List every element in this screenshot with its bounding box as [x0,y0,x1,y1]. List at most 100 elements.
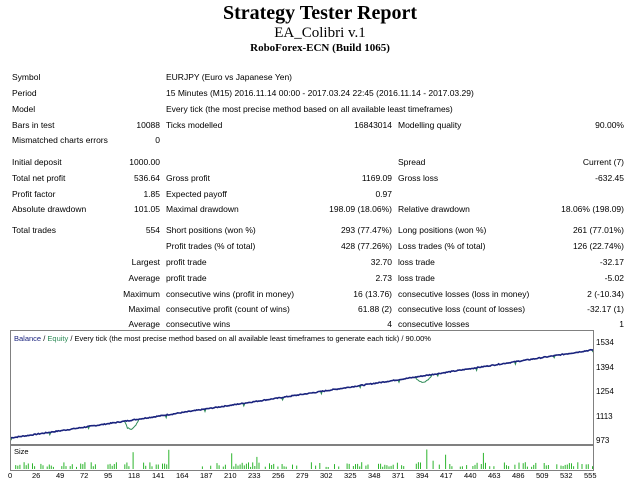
size-bar [296,465,298,469]
size-bar [82,464,84,469]
y-tick-1394: 1394 [596,363,614,372]
size-bar [216,463,218,469]
long-positions-label: Long positions (won %) [398,225,487,235]
total-trades-value: 554 [145,225,160,235]
size-bar [493,466,495,469]
maximum-label: Maximum [123,289,160,299]
avg-cons-losses-value: 1 [619,319,624,329]
mismatch-value: 0 [155,135,160,145]
period-value: 15 Minutes (M15) 2016.11.14 00:00 - 2017… [166,88,474,98]
size-bar [76,466,77,469]
gross-profit-value: 1169.09 [361,173,392,183]
spread-value: Current (7) [582,157,624,167]
size-bar [482,452,484,469]
size-bar [151,466,153,469]
profit-trades-label: Profit trades (% of total) [166,241,256,251]
size-bar [319,463,321,469]
x-tick: 325 [344,471,357,480]
avg-cons-wins-value: 4 [387,319,392,329]
size-bar [149,462,151,469]
size-bar [281,464,283,469]
ticks-label: Ticks modelled [166,120,223,130]
average-profit-label: profit trade [166,273,207,283]
short-positions-value: 293 (77.47%) [340,225,392,235]
size-bar [426,449,428,469]
size-bar [237,465,239,469]
size-bar [126,462,128,469]
size-bar [547,465,549,469]
initial-deposit-value: 1000.00 [129,157,160,167]
quality-value: 90.00% [595,120,624,130]
x-tick: 302 [320,471,333,480]
size-bar [417,462,419,469]
size-bar [258,462,260,469]
size-bar [241,462,243,469]
size-bar [243,465,245,469]
size-bar [245,463,247,469]
y-tick-973: 973 [596,436,610,445]
size-bar [292,464,293,469]
profit-factor-value: 1.85 [143,189,160,199]
size-bar [69,466,71,469]
size-bar [415,463,417,469]
size-bar [388,466,390,469]
legend-quality: / 90.00% [401,334,431,343]
total-trades-label: Total trades [12,225,56,235]
size-bar [233,466,235,469]
average-profit-value: 2.73 [375,273,392,283]
balance-plot [11,348,593,441]
size-bar [17,465,19,469]
size-bar [535,462,537,469]
size-bar [25,465,27,469]
size-bar [63,462,65,469]
size-bar [252,462,254,469]
size-bar [514,464,516,469]
size-bar [472,466,474,469]
size-bar [531,466,533,469]
size-bar [235,463,237,469]
size-bar [46,466,48,469]
profit-factor-label: Profit factor [12,189,56,199]
size-bar [94,464,96,469]
size-bar [283,466,285,469]
size-bar [157,464,159,469]
size-bar [518,462,520,469]
rel-drawdown-value: 18.06% (198.09) [561,204,624,214]
size-bar [560,465,562,469]
size-bar [40,463,42,469]
size-bar [476,462,478,469]
y-tick-1113: 1113 [596,412,613,421]
size-bar [164,463,166,469]
size-bar [145,465,147,469]
x-tick: 0 [8,471,13,480]
cons-loss-count-value: -32.17 (1) [587,304,624,314]
size-bar [248,462,249,469]
size-bar [50,465,52,469]
size-bar [526,466,528,469]
mismatch-label: Mismatched charts errors [12,135,108,145]
size-bar [396,462,398,469]
size-bar [109,463,111,469]
model-value: Every tick (the most precise method base… [166,104,453,114]
size-bar [466,465,468,469]
largest-loss-value: -32.17 [599,257,624,267]
size-bar [115,462,117,469]
legend-equity: Equity [47,334,69,343]
x-tick: 72 [80,471,89,480]
size-bar [522,463,524,469]
size-bar [315,465,317,469]
size-bar [581,464,583,469]
size-bar [392,464,394,469]
size-bar [348,463,350,469]
size-bar [390,465,392,469]
size-bar [325,466,327,469]
x-tick: 118 [128,471,140,480]
x-tick: 256 [272,471,285,480]
size-bar [365,465,367,469]
size-bar [269,463,270,469]
legend-balance: Balance [14,334,42,343]
size-bar [256,456,258,469]
x-tick: 164 [176,471,189,480]
size-bar [334,464,335,469]
size-bar [571,463,572,469]
